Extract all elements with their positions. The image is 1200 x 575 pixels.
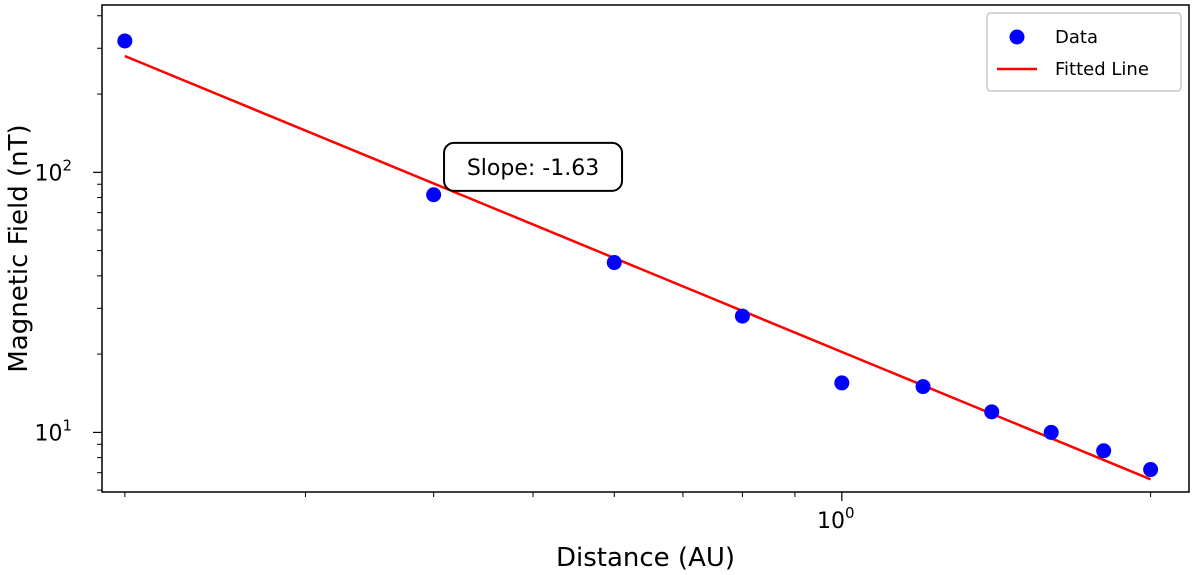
annotation-box <box>443 141 624 192</box>
plot-area <box>117 33 1159 481</box>
y-axis-label: Magnetic Field (nT) <box>4 124 34 372</box>
y-tick-label: 101 <box>34 416 72 446</box>
legend-label: Data <box>1055 27 1098 48</box>
fitted-line <box>124 54 1152 481</box>
data-point <box>606 255 622 271</box>
x-axis-label: Distance (AU) <box>556 543 735 573</box>
data-point <box>984 404 1000 420</box>
legend-label: Fitted Line <box>1055 59 1149 80</box>
x-tick-exponent: 0 <box>845 504 855 522</box>
data-point <box>117 33 133 49</box>
x-axis-ticks: 100 <box>124 492 1152 534</box>
y-tick-exponent: 1 <box>62 416 72 434</box>
slope-annotation: Slope: -1.63 <box>443 141 624 192</box>
data-point <box>1043 424 1059 440</box>
y-axis-ticks: 101 102 <box>34 15 102 491</box>
data-point <box>834 375 850 391</box>
data-point <box>1143 462 1159 478</box>
axes-frame <box>101 4 1190 493</box>
legend-box <box>986 12 1182 92</box>
data-point <box>426 187 442 203</box>
legend-marker-data <box>1009 29 1025 45</box>
legend: Data Fitted Line <box>986 12 1182 92</box>
data-point <box>915 379 931 395</box>
data-point <box>734 308 750 324</box>
data-point <box>1096 443 1112 459</box>
x-tick-label: 100 <box>817 504 855 534</box>
y-tick-label: 102 <box>34 156 72 186</box>
annotation-text: Slope: -1.63 <box>467 156 599 181</box>
y-tick-exponent: 2 <box>62 156 72 174</box>
